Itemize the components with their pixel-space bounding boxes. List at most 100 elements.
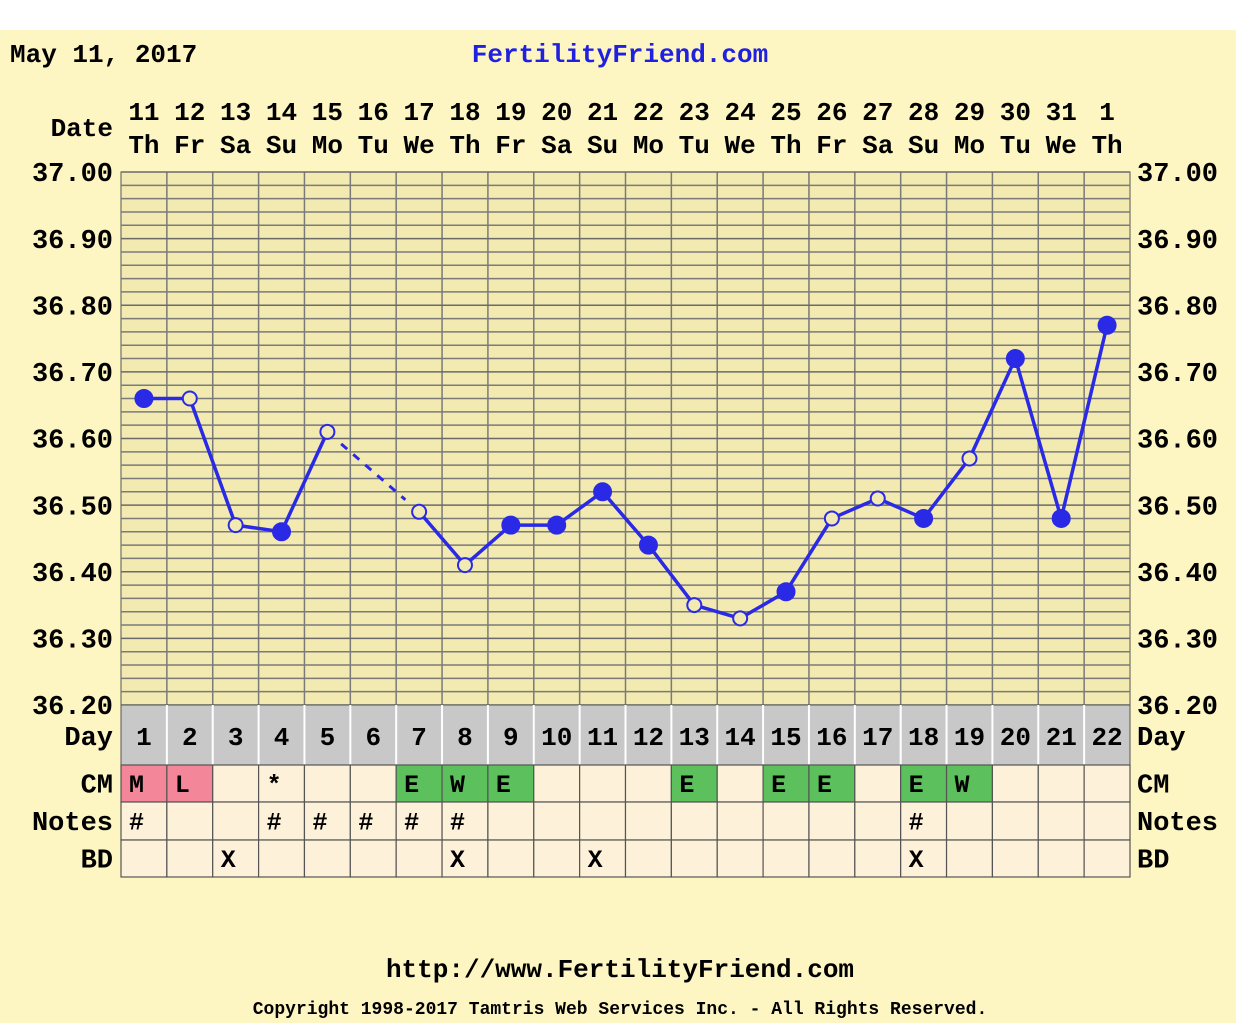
chart-date: May 11, 2017 [10,40,197,70]
table-cell [854,801,902,841]
table-cell [349,801,397,841]
table-cell [441,839,489,878]
table-cell [716,839,764,878]
day-number: 13 [679,723,710,753]
day-number: 7 [411,723,427,753]
table-cell [533,801,581,841]
temperature-point-open [869,490,886,507]
cell-text: E [679,771,694,800]
weekday-label: Tu [1000,131,1031,161]
cell-text: X [909,846,924,875]
day-label-left: Day [64,724,113,754]
date-label: 11 [128,98,159,128]
cell-text: X [221,846,236,875]
table-cell [900,801,948,841]
table-cell [579,764,627,803]
day-number: 2 [182,723,198,753]
cell-text: E [817,771,832,800]
y-tick-label-right: 37.00 [1137,160,1218,190]
y-tick-label-left: 36.40 [32,560,113,590]
day-number: 15 [770,723,801,753]
temperature-point-open [181,390,198,407]
date-label: 21 [587,98,618,128]
day-number: 14 [725,723,756,753]
date-label: 18 [449,98,480,128]
weekday-label: Su [587,131,618,161]
table-cell [487,801,535,841]
date-label: 23 [679,98,710,128]
date-label: 30 [1000,98,1031,128]
temperature-point-open [732,610,749,627]
table-cell [395,839,443,878]
y-tick-label-left: 36.70 [32,360,113,390]
row-label-right: Notes [1137,809,1218,839]
day-number: 17 [862,723,893,753]
weekday-label: Su [266,131,297,161]
date-label: 1 [1099,98,1115,128]
temperature-line [417,324,1109,621]
date-label: 13 [220,98,251,128]
cell-text: W [450,771,465,800]
table-cell [303,839,351,878]
date-label: 12 [174,98,205,128]
date-label: 29 [954,98,985,128]
date-label: 26 [816,98,847,128]
table-cell [533,839,581,878]
table-cell [716,801,764,841]
cell-text: E [404,771,419,800]
table-cell [624,839,672,878]
footer-url: http://www.FertilityFriend.com [386,955,854,985]
weekday-label: Fr [495,131,526,161]
temperature-point-open [456,557,473,574]
table-cell [854,839,902,878]
table-cell [120,839,168,878]
date-label: 14 [266,98,297,128]
date-label: Date [51,114,113,144]
cell-text: E [909,771,924,800]
day-number: 5 [320,723,336,753]
y-tick-label-left: 36.50 [32,493,113,523]
weekday-label: Th [449,131,480,161]
cell-text: W [955,771,970,800]
cell-text: X [588,846,603,875]
date-label: 31 [1046,98,1077,128]
day-number: 12 [633,723,664,753]
row-label-right: CM [1137,772,1169,802]
weekday-label: Sa [541,131,572,161]
weekday-label: Tu [358,131,389,161]
row-label-left: CM [81,772,113,802]
table-cell [1037,764,1085,803]
table-cell [579,839,627,878]
table-cell [808,839,856,878]
cell-text: # [358,809,373,838]
day-number: 19 [954,723,985,753]
weekday-label: Th [770,131,801,161]
day-number: 9 [503,723,519,753]
cell-text: # [312,809,327,838]
temperature-point [272,522,292,542]
chart-title: FertilityFriend.com [472,40,768,70]
y-tick-label-right: 36.90 [1137,227,1218,257]
weekday-label: Fr [816,131,847,161]
day-number: 20 [1000,723,1031,753]
table-cell [303,764,351,803]
cell-text: L [175,771,190,800]
date-label: 15 [312,98,343,128]
table-cell [487,764,535,803]
table-cell [624,801,672,841]
table-cell [533,764,581,803]
row-label-left: Notes [32,809,113,839]
table-cell [349,839,397,878]
day-number: 3 [228,723,244,753]
table-cell [441,764,489,803]
table-cell [991,764,1039,803]
table-cell [487,839,535,878]
y-tick-label-left: 36.20 [32,693,113,723]
temperature-point [1097,315,1117,335]
weekday-label: Th [1091,131,1122,161]
table-cell [166,801,214,841]
weekday-label: Mo [954,131,985,161]
weekday-label: Mo [312,131,343,161]
cell-text: X [450,846,465,875]
